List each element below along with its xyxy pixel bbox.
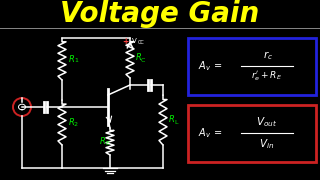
Text: R: R bbox=[169, 116, 175, 125]
Text: C: C bbox=[141, 57, 145, 62]
Text: 2: 2 bbox=[74, 122, 78, 127]
Text: +: + bbox=[122, 37, 128, 46]
Text: CC: CC bbox=[138, 40, 145, 46]
Text: V: V bbox=[132, 38, 137, 44]
Text: $V_{in}$: $V_{in}$ bbox=[260, 137, 275, 151]
Text: $A_v\/ =\/$: $A_v\/ =\/$ bbox=[198, 59, 222, 73]
Text: R: R bbox=[136, 53, 142, 62]
FancyBboxPatch shape bbox=[188, 105, 316, 162]
Text: L: L bbox=[174, 120, 178, 125]
Text: $r_e' + R_E$: $r_e' + R_E$ bbox=[252, 69, 283, 83]
Text: R: R bbox=[69, 118, 75, 127]
Text: R: R bbox=[69, 55, 75, 64]
FancyBboxPatch shape bbox=[188, 38, 316, 95]
Text: $A_v\/ =\/$: $A_v\/ =\/$ bbox=[198, 126, 222, 140]
Text: $V_{out}$: $V_{out}$ bbox=[256, 115, 278, 129]
Text: $r_c$: $r_c$ bbox=[263, 50, 273, 62]
Text: R: R bbox=[100, 137, 106, 146]
Text: E: E bbox=[105, 141, 109, 146]
Text: 1: 1 bbox=[74, 58, 78, 64]
Text: Voltage Gain: Voltage Gain bbox=[60, 0, 260, 28]
